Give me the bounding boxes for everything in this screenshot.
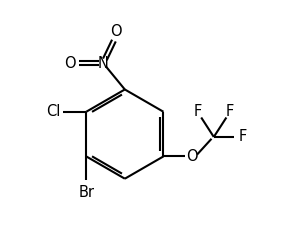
Text: F: F	[239, 130, 247, 144]
Text: Br: Br	[78, 185, 94, 200]
Text: O: O	[64, 56, 75, 71]
Text: F: F	[194, 104, 202, 119]
Text: Cl: Cl	[46, 104, 61, 119]
Text: N: N	[98, 56, 109, 71]
Text: O: O	[110, 24, 122, 39]
Text: O: O	[186, 149, 198, 164]
Text: F: F	[226, 104, 234, 119]
